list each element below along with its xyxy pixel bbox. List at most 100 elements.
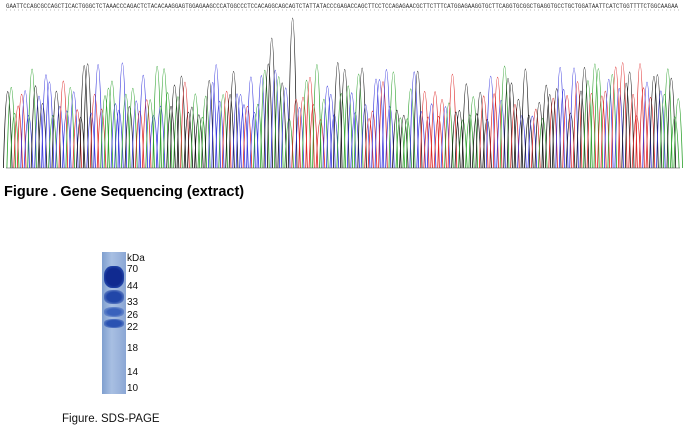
trace-peak	[590, 63, 600, 169]
trace-peak	[638, 87, 649, 169]
trace-peak	[670, 116, 680, 169]
trace-peak	[489, 93, 499, 169]
trace-peak	[263, 63, 273, 169]
marker-label: 33	[127, 297, 139, 308]
trace-peak	[301, 79, 312, 169]
marker-label: 22	[127, 322, 139, 333]
trace-peak	[371, 78, 381, 169]
trace-peak	[187, 106, 197, 169]
trace-peak	[635, 63, 645, 169]
trace-peak	[416, 111, 426, 169]
trace-peak	[579, 67, 590, 169]
trace-peak	[3, 91, 13, 169]
gel-band-lower	[104, 319, 124, 328]
trace-peak	[176, 75, 187, 169]
gel-band-main	[104, 266, 124, 288]
trace-peak	[89, 94, 100, 169]
trace-peak	[16, 94, 27, 169]
trace-peak	[621, 82, 631, 169]
trace-peak	[343, 85, 353, 169]
trace-peak	[652, 74, 663, 169]
trace-peak	[93, 64, 103, 169]
trace-peak	[663, 68, 673, 169]
trace-peak	[30, 85, 41, 169]
trace-peak	[228, 71, 239, 169]
trace-peak	[180, 81, 190, 169]
trace-peak	[673, 98, 683, 169]
trace-peak	[666, 77, 677, 169]
trace-peak	[624, 71, 635, 169]
trace-peak	[503, 78, 513, 169]
marker-label: 44	[127, 281, 139, 292]
trace-peak	[277, 82, 287, 169]
trace-peak	[225, 94, 235, 169]
trace-peak	[58, 80, 69, 169]
trace-peak	[388, 71, 399, 169]
trace-peak	[333, 62, 343, 169]
trace-peak	[475, 92, 485, 169]
trace-peak	[461, 83, 472, 169]
trace-peak	[246, 76, 256, 169]
trace-peak	[322, 86, 333, 169]
trace-peak	[242, 106, 253, 169]
trace-peak	[107, 80, 117, 169]
marker-label: 26	[127, 310, 139, 321]
trace-peak	[41, 74, 51, 169]
trace-peak	[312, 64, 322, 169]
trace-peak	[430, 91, 440, 169]
trace-peak	[555, 67, 565, 169]
trace-peak	[138, 74, 148, 169]
trace-peak	[27, 68, 37, 169]
trace-peak	[485, 75, 496, 169]
marker-label: 10	[127, 383, 139, 394]
trace-peak	[128, 88, 138, 169]
trace-peak	[360, 104, 371, 169]
trace-peak	[413, 71, 423, 169]
marker-label: 14	[127, 367, 139, 378]
trace-peak	[82, 63, 93, 169]
trace-peak	[159, 68, 169, 169]
trace-peak	[506, 82, 517, 169]
trace-peak	[44, 81, 55, 169]
marker-label: 18	[127, 343, 139, 354]
sds-page-caption: Figure. SDS-PAGE	[62, 413, 160, 425]
trace-peak	[208, 82, 218, 169]
trace-peak	[451, 111, 461, 169]
trace-peak	[419, 91, 430, 169]
trace-peak	[152, 66, 162, 169]
gene-sequencing-caption: Figure . Gene Sequencing (extract)	[4, 184, 245, 200]
kda-unit-label: kDa	[127, 253, 145, 264]
trace-peak	[531, 109, 541, 169]
trace-peak	[551, 88, 562, 169]
sequence-text: GAATTCCAGCGCCAGCTICACTGGGCTCTAAACCCAGACT…	[6, 3, 678, 10]
trace-peak	[232, 93, 242, 169]
trace-peak	[447, 73, 458, 169]
gel-band-tertiary	[104, 307, 124, 317]
trace-peak	[287, 17, 298, 169]
trace-peak	[569, 67, 579, 169]
trace-peak	[267, 37, 277, 169]
trace-peak	[69, 91, 79, 169]
trace-peak	[593, 68, 604, 169]
trace-peak	[211, 64, 221, 169]
trace-peak	[617, 62, 628, 169]
trace-peak	[274, 76, 284, 169]
trace-peak	[340, 69, 350, 169]
trace-peak	[426, 103, 437, 169]
trace-peak	[103, 88, 114, 169]
trace-peak	[235, 94, 246, 169]
trace-peak	[117, 62, 128, 169]
trace-peak	[378, 81, 388, 169]
chromatogram: GAATTCCAGCGCCAGCTICACTGGGCTCTAAACCCAGACT…	[3, 3, 683, 169]
marker-label: 70	[127, 264, 139, 275]
trace-peak	[558, 89, 569, 169]
trace-peak	[381, 69, 392, 169]
sds-page-gel-lane	[102, 252, 126, 394]
trace-peak	[357, 67, 367, 169]
trace-peak	[444, 102, 454, 169]
trace-peak	[190, 93, 201, 169]
trace-peak	[510, 104, 520, 169]
trace-peak	[607, 73, 617, 169]
trace-group	[3, 17, 683, 169]
gel-band-secondary	[104, 290, 124, 304]
